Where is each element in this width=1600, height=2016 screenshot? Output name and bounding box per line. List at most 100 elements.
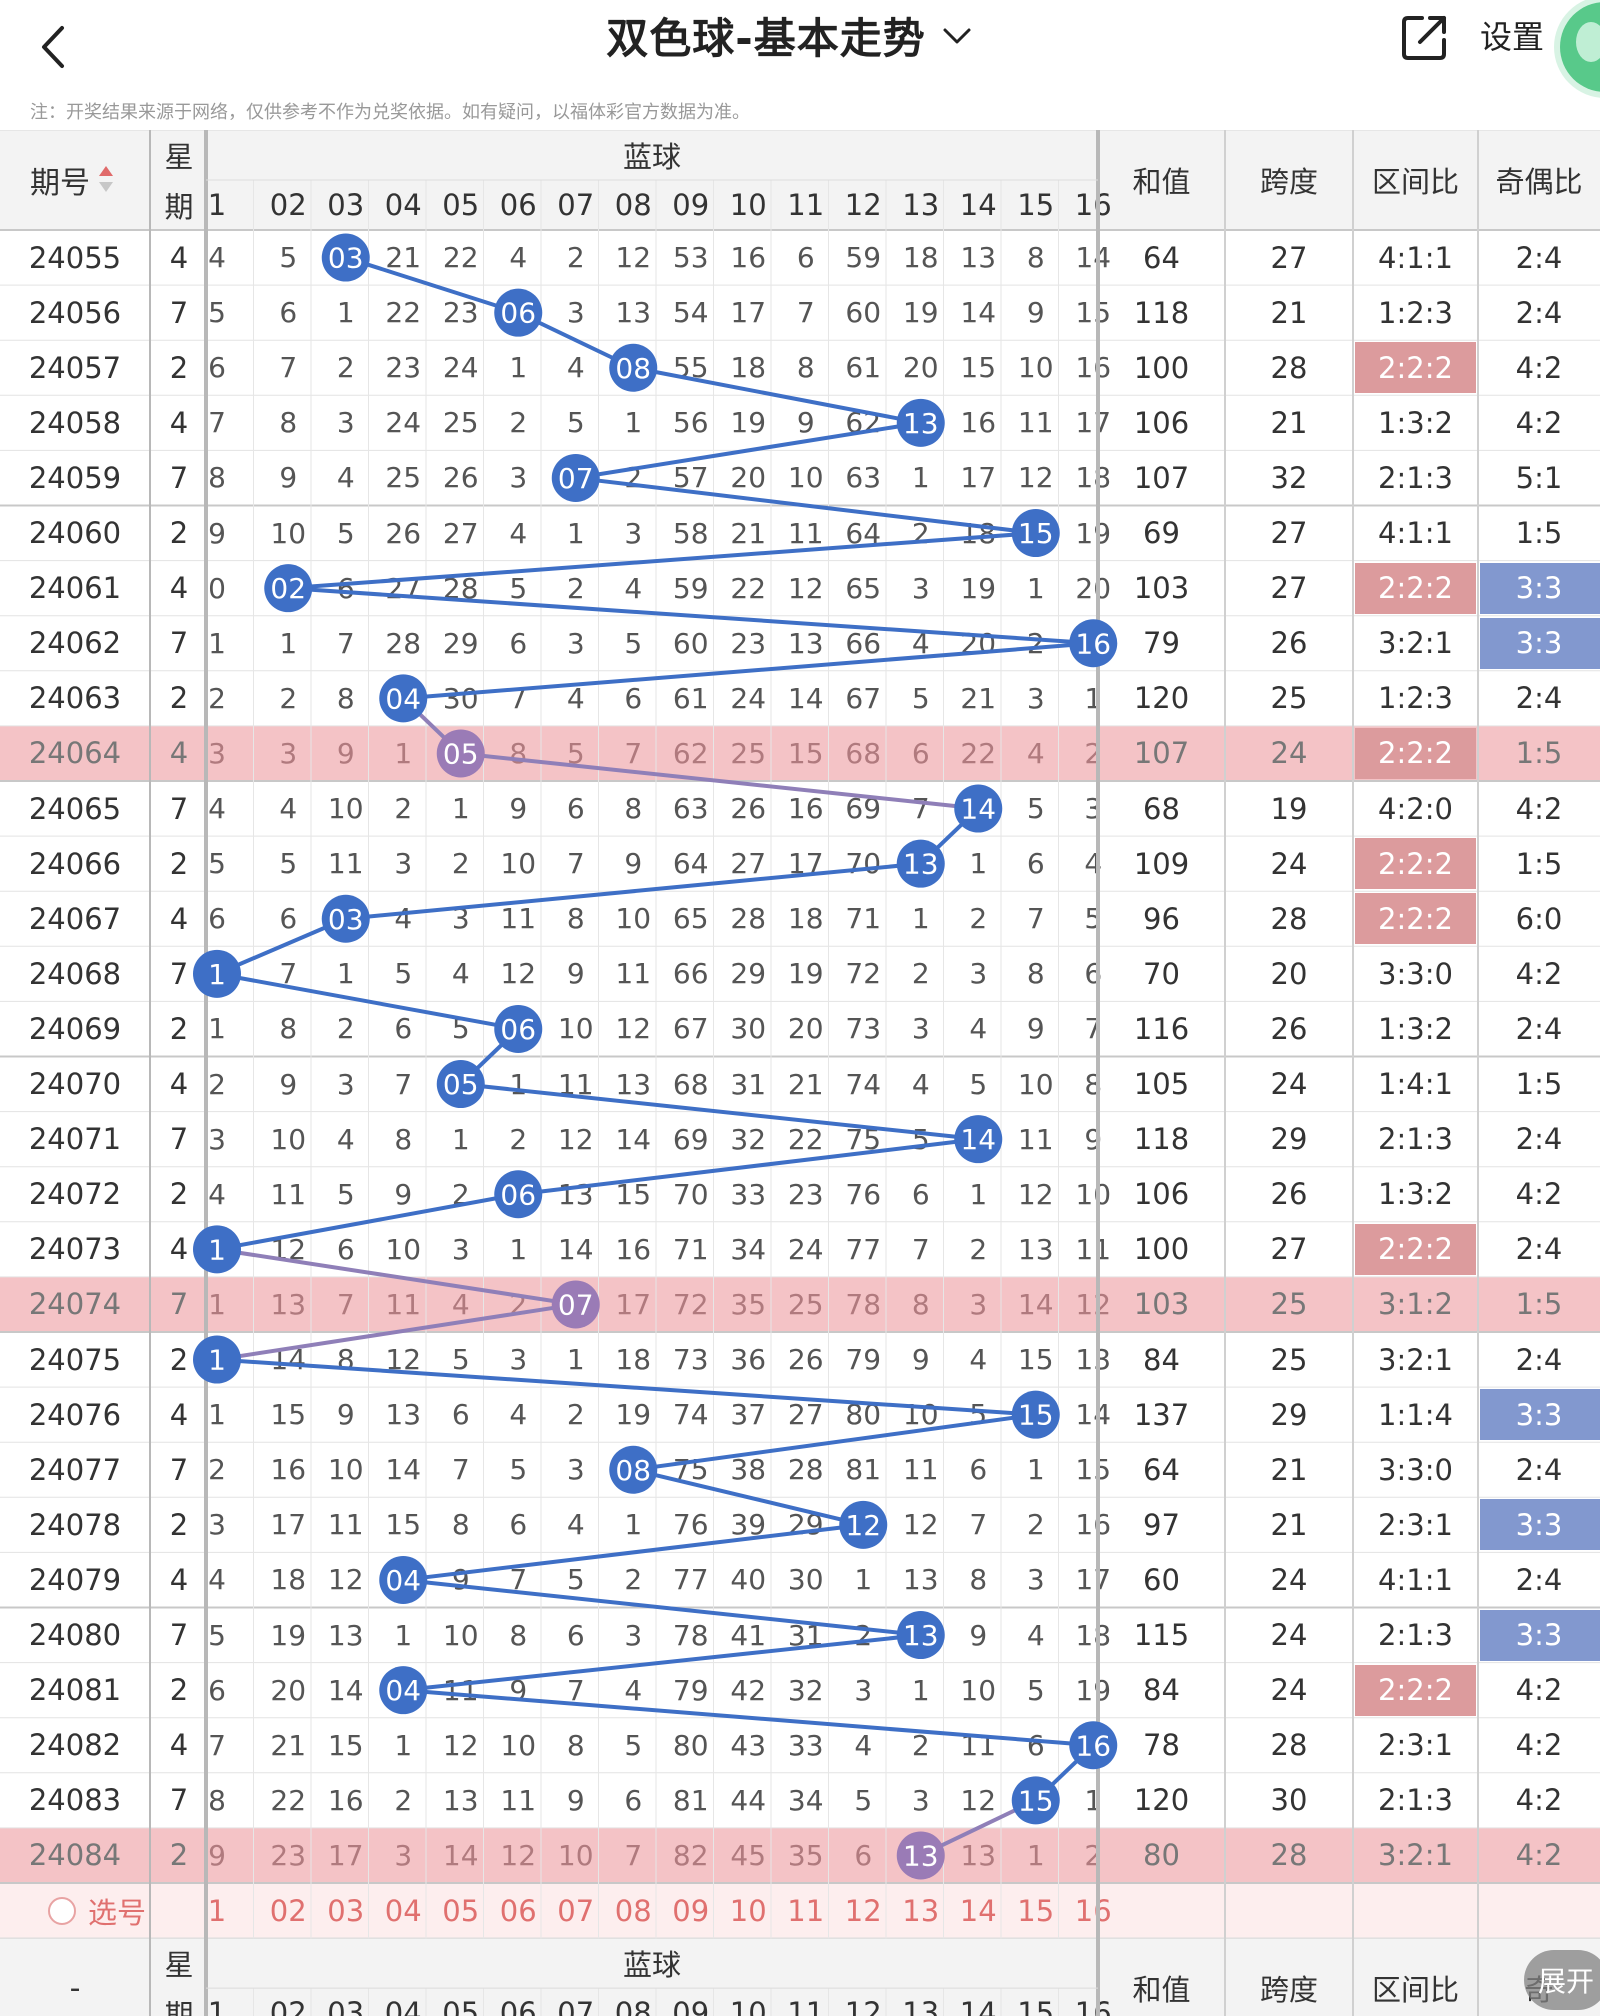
select-number-13[interactable]: 13 [902, 1893, 940, 1928]
back-button[interactable] [30, 10, 90, 80]
row-span: 24 [1270, 1562, 1308, 1597]
row-number-cell: 1 [451, 1122, 470, 1156]
select-number-1[interactable]: 1 [207, 1893, 227, 1928]
row-number-cell: 77 [845, 1232, 882, 1266]
row-week: 4 [169, 405, 189, 440]
settings-button[interactable]: 设置 [1480, 18, 1545, 56]
row-zone-ratio: 1:3:2 [1378, 1177, 1453, 1212]
row-number-cell: 5 [1026, 1673, 1045, 1707]
header-issue: 期号 [30, 166, 90, 201]
row-number-cell: 1 [624, 406, 643, 440]
row-number-cell: 14 [270, 1343, 307, 1377]
row-number-cell: 7 [279, 957, 298, 991]
row-number-cell: 7 [566, 1673, 585, 1707]
row-number-cell: 5 [911, 681, 930, 715]
row-number-cell: 11 [902, 1453, 939, 1487]
row-sum: 68 [1143, 791, 1180, 826]
drawn-ball-label: 08 [615, 352, 651, 385]
share-button[interactable] [1398, 10, 1452, 64]
row-sum: 120 [1133, 681, 1190, 716]
row-span: 29 [1270, 1397, 1308, 1432]
row-sum: 64 [1143, 1452, 1180, 1487]
drawn-ball [954, 1115, 1003, 1164]
select-number-05[interactable]: 05 [442, 1893, 480, 1928]
row-number-cell: 4 [509, 241, 528, 275]
row-number-cell: 13 [960, 1838, 997, 1872]
drawn-ball [321, 233, 370, 282]
select-number-16[interactable]: 16 [1074, 1893, 1112, 1928]
expand-button[interactable]: 展开 [1524, 1950, 1600, 2010]
select-number-11[interactable]: 11 [787, 1893, 825, 1928]
row-number-cell: 6 [911, 1177, 930, 1211]
select-number-12[interactable]: 12 [844, 1893, 882, 1928]
row-number-cell: 43 [730, 1728, 767, 1762]
zone-ratio-highlight [1355, 1223, 1476, 1275]
row-number-cell: 25 [385, 461, 422, 495]
row-span: 24 [1270, 846, 1308, 881]
select-number-10[interactable]: 10 [729, 1893, 767, 1928]
row-number-cell: 29 [442, 626, 479, 660]
row-number-cell: 38 [730, 1453, 767, 1487]
row-number-cell: 12 [960, 1783, 997, 1817]
row-number-cell: 9 [336, 1398, 355, 1432]
row-number-cell: 6 [451, 1398, 470, 1432]
row-week: 4 [169, 571, 189, 606]
select-number-02[interactable]: 02 [269, 1893, 307, 1928]
row-number-cell: 9 [509, 1673, 528, 1707]
drawn-ball-label: 04 [385, 1674, 421, 1707]
row-number-cell: 1 [451, 792, 470, 826]
row-number-cell: 7 [336, 626, 355, 660]
row-number-cell: 73 [672, 1343, 709, 1377]
select-number-06[interactable]: 06 [499, 1893, 537, 1928]
header-number-02: 02 [269, 188, 307, 222]
row-number-cell: 12 [787, 571, 824, 605]
row-number-cell: 4 [208, 1563, 226, 1597]
drawn-ball [379, 674, 428, 723]
row-number-cell: 5 [566, 406, 585, 440]
title-dropdown[interactable]: 双色球-基本走势 [560, 0, 1020, 70]
select-number-07[interactable]: 07 [557, 1893, 595, 1928]
select-number-08[interactable]: 08 [614, 1893, 652, 1928]
row-number-cell: 5 [624, 1728, 643, 1762]
select-number-toggle[interactable] [48, 1897, 76, 1925]
header-number-13: 13 [902, 1996, 940, 2016]
row-number-cell: 79 [672, 1673, 709, 1707]
row-number-cell: 17 [960, 461, 997, 495]
row-odd-even: 4:2 [1515, 1728, 1563, 1763]
row-number-cell: 22 [960, 736, 997, 770]
row-number-cell: 36 [730, 1343, 767, 1377]
select-number-03[interactable]: 03 [327, 1893, 365, 1928]
row-number-cell: 2 [208, 1453, 226, 1487]
row-number-cell: 64 [845, 516, 882, 550]
row-number-cell: 4 [451, 1287, 470, 1321]
row-number-cell: 5 [566, 1563, 585, 1597]
row-zone-ratio: 3:2:1 [1378, 626, 1453, 661]
select-number-04[interactable]: 04 [384, 1893, 422, 1928]
row-number-cell: 13 [442, 1783, 479, 1817]
row-number-cell: 5 [336, 1177, 355, 1211]
row-number-cell: 41 [730, 1618, 767, 1652]
row-number-cell: 81 [845, 1453, 882, 1487]
row-number-cell: 13 [327, 1618, 364, 1652]
row-number-cell: 71 [845, 902, 882, 936]
row-number-cell: 3 [509, 461, 528, 495]
row-issue: 24058 [28, 405, 122, 440]
sort-icon[interactable] [98, 164, 114, 194]
row-week: 4 [169, 240, 189, 275]
drawn-ball-label: 03 [328, 903, 364, 936]
row-issue: 24071 [28, 1122, 122, 1157]
row-span: 24 [1270, 1618, 1308, 1653]
row-number-cell: 3 [394, 847, 413, 881]
row-odd-even: 4:2 [1515, 1838, 1563, 1873]
row-number-cell: 8 [624, 792, 643, 826]
odd-even-highlight [1480, 1609, 1600, 1661]
row-number-cell: 15 [1075, 296, 1112, 330]
row-number-cell: 2 [509, 1287, 528, 1321]
row-number-cell: 57 [672, 461, 709, 495]
drawn-ball [896, 398, 945, 447]
select-number-09[interactable]: 09 [672, 1893, 710, 1928]
row-number-cell: 12 [385, 1343, 422, 1377]
select-number-14[interactable]: 14 [959, 1893, 997, 1928]
row-number-cell: 3 [1026, 1563, 1045, 1597]
select-number-15[interactable]: 15 [1017, 1893, 1055, 1928]
